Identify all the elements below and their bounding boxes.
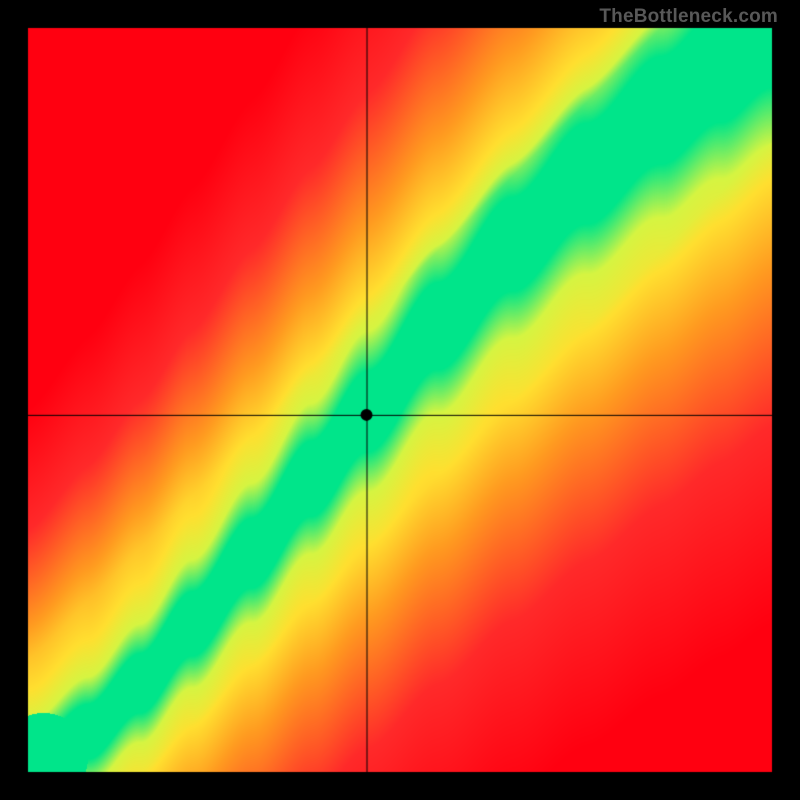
chart-container: TheBottleneck.com xyxy=(0,0,800,800)
heatmap-canvas xyxy=(0,0,800,800)
watermark-text: TheBottleneck.com xyxy=(599,6,778,28)
